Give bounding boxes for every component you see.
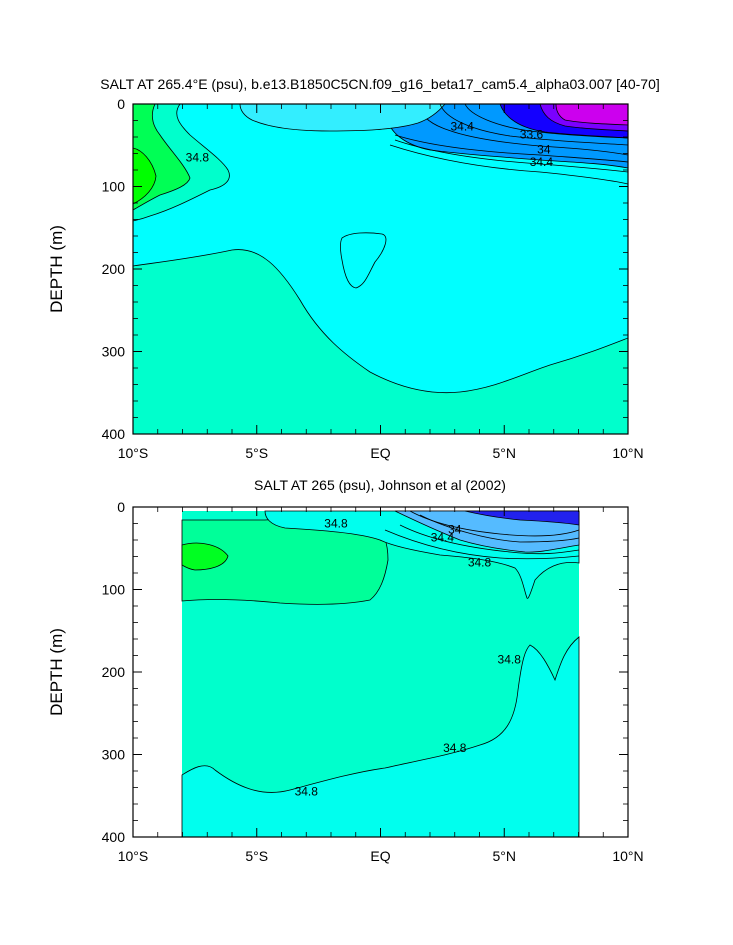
bottom-panel: SALT AT 265 (psu), Johnson et al (2002) … [47,477,644,864]
bottom-contour-line [419,514,580,543]
bottom-x-tick-label: 10°N [612,848,643,864]
top-axes: 10°S 5°S EQ 5°N 10°N 0 100 200 300 400 [102,96,644,461]
bottom-contour-field [181,510,580,837]
top-region-34.8-35.0-deep [133,249,628,434]
bottom-x-tick-label: 10°S [118,848,149,864]
bottom-contour-label: 34.8 [468,555,492,569]
bottom-region-core [181,542,229,571]
top-contour-line [389,144,628,185]
top-region-light-cyan [239,104,446,132]
top-region-core [133,147,157,205]
top-panel: SALT AT 265.4°E (psu), b.e13.B1850C5CN.f… [47,76,660,461]
bottom-contour-label: 34.8 [443,741,467,755]
top-x-tick-label: 10°N [612,445,643,461]
bottom-x-tick-label: EQ [370,848,390,864]
bottom-y-tick-label: 0 [117,499,125,515]
top-y-tick-label: 400 [102,426,126,442]
bottom-region-deep-fresh [181,636,580,837]
bottom-panel-title: SALT AT 265 (psu), Johnson et al (2002) [254,477,506,493]
top-contour-line [439,104,628,146]
top-y-tick-label: 300 [102,344,126,360]
top-contour-label: 34.8 [186,151,210,165]
bottom-contour-label: 34.8 [324,517,348,531]
bottom-region-lt34.0 [464,510,580,526]
bottom-y-tick-label: 100 [102,582,126,598]
top-region-lt33.2 [555,104,628,126]
bottom-x-tick-label: 5°S [245,848,268,864]
bottom-y-axis-label: DEPTH (m) [47,628,66,716]
bottom-contour-line [384,529,580,560]
top-region-blob [340,232,387,289]
top-contour-field [133,104,628,434]
bottom-axes: 10°S 5°S EQ 5°N 10°N 0 100 200 300 400 [102,499,644,864]
top-y-tick-label: 0 [117,96,125,112]
bottom-contour-label: 34.8 [295,785,319,799]
top-x-tick-label: 5°S [245,445,268,461]
top-x-tick-label: 10°S [118,445,149,461]
top-y-tick-label: 200 [102,261,126,277]
top-y-axis-label: DEPTH (m) [47,225,66,313]
top-y-tick-label: 100 [102,179,126,195]
top-contour-line [394,134,628,163]
bottom-y-tick-label: 300 [102,747,126,763]
bottom-contour-line [399,524,580,555]
top-contour-label: 33.6 [520,128,544,142]
top-panel-title: SALT AT 265.4°E (psu), b.e13.B1850C5CN.f… [100,76,660,92]
bottom-contour-label: 34.8 [498,653,522,667]
bottom-contour-label: 34 [448,522,462,536]
top-contour-line [464,104,628,139]
bottom-x-tick-label: 5°N [493,848,517,864]
bottom-contour-label: 34.4 [431,531,455,545]
bottom-y-tick-label: 400 [102,829,126,845]
top-contour-line [394,139,628,173]
top-contour-label: 34.4 [450,119,474,133]
top-contour-label: 34.4 [530,155,554,169]
top-x-tick-label: EQ [370,445,390,461]
top-x-tick-label: 5°N [493,445,517,461]
top-contour-label: 34 [537,142,551,156]
bottom-y-tick-label: 200 [102,664,126,680]
